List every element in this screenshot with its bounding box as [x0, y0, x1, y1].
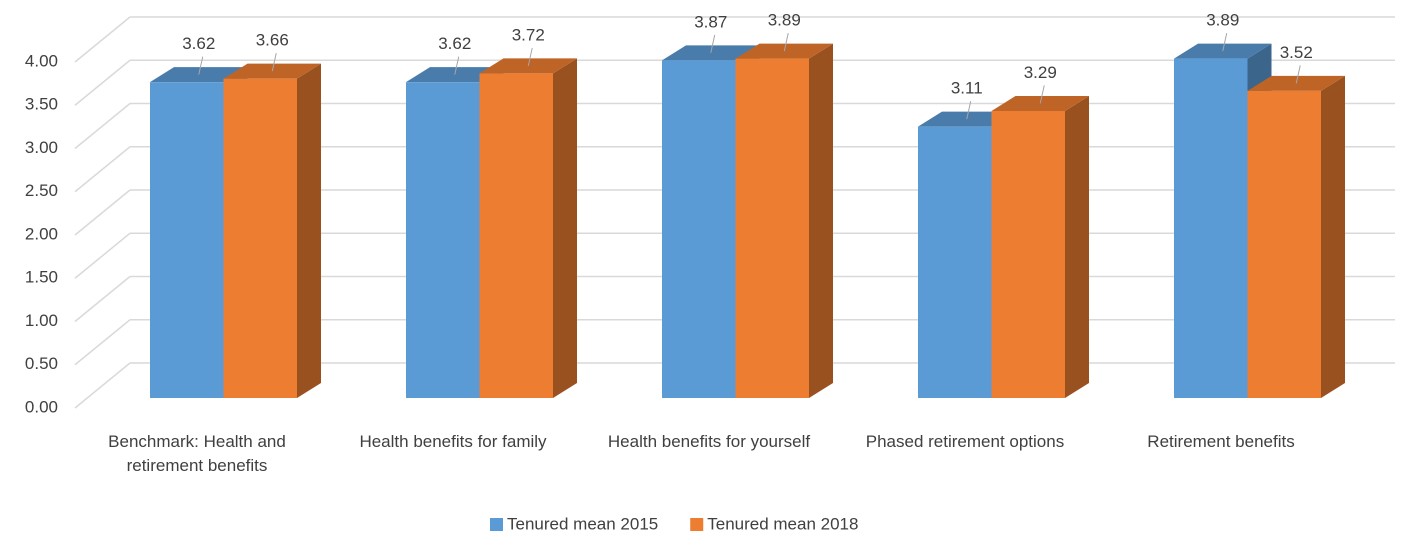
- grid-line-side: [74, 232, 131, 279]
- y-tick-label: 4.00: [25, 51, 58, 70]
- data-label: 3.62: [438, 34, 471, 53]
- x-tick-label: Health benefits for family: [359, 432, 547, 451]
- leader-line: [966, 101, 972, 120]
- bar: [735, 58, 809, 398]
- leader-line: [198, 56, 204, 75]
- leader-line: [527, 47, 533, 67]
- bar: [1174, 58, 1248, 398]
- leader-line: [1222, 32, 1228, 52]
- bar-side: [297, 63, 321, 398]
- bar: [991, 110, 1065, 398]
- y-tick-label: 2.50: [25, 181, 58, 200]
- bar: [479, 73, 553, 399]
- grid-line-side: [74, 319, 131, 366]
- legend-label: Tenured mean 2018: [707, 514, 858, 533]
- data-label: 3.62: [182, 34, 215, 53]
- y-tick-label: 0.50: [25, 354, 58, 373]
- bar: [1247, 90, 1321, 398]
- leader-line: [1295, 65, 1301, 84]
- y-tick-label: 0.00: [25, 397, 58, 416]
- legend-label: Tenured mean 2015: [507, 514, 658, 533]
- legend-swatch: [490, 518, 503, 531]
- grid-line-side: [74, 16, 131, 63]
- grid-line-side: [74, 59, 131, 106]
- leader-line: [1039, 85, 1045, 104]
- bar: [406, 82, 480, 398]
- grid-line-side: [74, 189, 131, 236]
- data-label: 3.87: [694, 12, 727, 31]
- bar-side: [809, 43, 833, 398]
- bar: [918, 126, 992, 398]
- x-tick-label: Retirement benefits: [1147, 432, 1295, 451]
- grid-line-side: [74, 146, 131, 193]
- leader-line: [783, 32, 789, 52]
- y-tick-label: 1.50: [25, 268, 58, 287]
- bar-side: [1065, 95, 1089, 398]
- bar-side: [1321, 75, 1345, 398]
- grid-line-side: [74, 102, 131, 150]
- leader-line: [454, 56, 460, 75]
- grid-line-side: [74, 275, 131, 323]
- data-label: 3.89: [768, 11, 801, 30]
- y-tick-label: 2.00: [25, 224, 58, 243]
- y-tick-label: 3.00: [25, 138, 58, 157]
- legend-swatch: [690, 518, 704, 531]
- data-label: 3.66: [256, 31, 289, 50]
- data-label: 3.11: [951, 79, 983, 98]
- bar-side: [553, 58, 577, 399]
- bar: [223, 78, 297, 398]
- grid-line-side: [74, 362, 131, 409]
- bar: [662, 60, 736, 398]
- data-label: 3.89: [1206, 11, 1239, 30]
- leader-line: [710, 34, 716, 53]
- data-label: 3.29: [1024, 63, 1057, 82]
- y-tick-label: 1.00: [25, 311, 58, 330]
- x-tick-label: Health benefits for yourself: [607, 432, 811, 451]
- data-label: 3.72: [512, 25, 545, 44]
- x-tick-label: Phased retirement options: [865, 432, 1065, 451]
- y-tick-label: 3.50: [25, 95, 58, 114]
- x-tick-label: Benchmark: Health and retirement benefit…: [108, 432, 286, 475]
- bar: [150, 82, 224, 398]
- leader-line: [271, 53, 277, 72]
- data-label: 3.52: [1280, 43, 1313, 62]
